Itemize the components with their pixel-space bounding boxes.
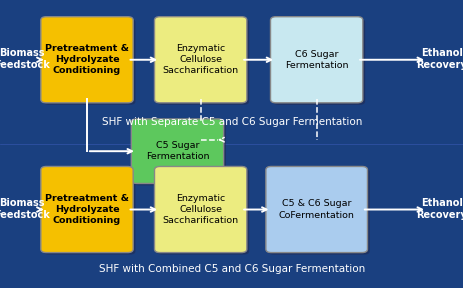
FancyBboxPatch shape [131, 119, 223, 183]
Text: Enzymatic
Cellulose
Saccharification: Enzymatic Cellulose Saccharification [162, 194, 238, 225]
Text: Pretreatment &
Hydrolyzate
Conditioning: Pretreatment & Hydrolyzate Conditioning [45, 44, 129, 75]
Text: Pretreatment &
Hydrolyzate
Conditioning: Pretreatment & Hydrolyzate Conditioning [45, 194, 129, 225]
Text: Biomass
Feedstock: Biomass Feedstock [0, 48, 50, 70]
FancyBboxPatch shape [268, 168, 369, 255]
FancyBboxPatch shape [133, 121, 225, 185]
FancyBboxPatch shape [43, 19, 135, 105]
Text: Biomass
Feedstock: Biomass Feedstock [0, 198, 50, 219]
FancyBboxPatch shape [156, 19, 249, 105]
Text: C5 Sugar
Fermentation: C5 Sugar Fermentation [145, 141, 209, 161]
Text: C6 Sugar
Fermentation: C6 Sugar Fermentation [284, 50, 348, 70]
FancyBboxPatch shape [154, 166, 246, 253]
FancyBboxPatch shape [154, 17, 246, 103]
Text: Ethanol
Recovery: Ethanol Recovery [415, 198, 463, 219]
FancyBboxPatch shape [270, 17, 362, 103]
FancyBboxPatch shape [41, 166, 133, 253]
Text: Enzymatic
Cellulose
Saccharification: Enzymatic Cellulose Saccharification [162, 44, 238, 75]
Text: SHF with Separate C5 and C6 Sugar Fermentation: SHF with Separate C5 and C6 Sugar Fermen… [101, 118, 362, 127]
FancyBboxPatch shape [265, 166, 367, 253]
FancyBboxPatch shape [41, 17, 133, 103]
Text: C5 & C6 Sugar
CoFermentation: C5 & C6 Sugar CoFermentation [278, 200, 354, 219]
FancyBboxPatch shape [43, 168, 135, 255]
Text: Ethanol
Recovery: Ethanol Recovery [415, 48, 463, 70]
Text: SHF with Combined C5 and C6 Sugar Fermentation: SHF with Combined C5 and C6 Sugar Fermen… [99, 264, 364, 274]
FancyBboxPatch shape [156, 168, 249, 255]
FancyBboxPatch shape [272, 19, 364, 105]
